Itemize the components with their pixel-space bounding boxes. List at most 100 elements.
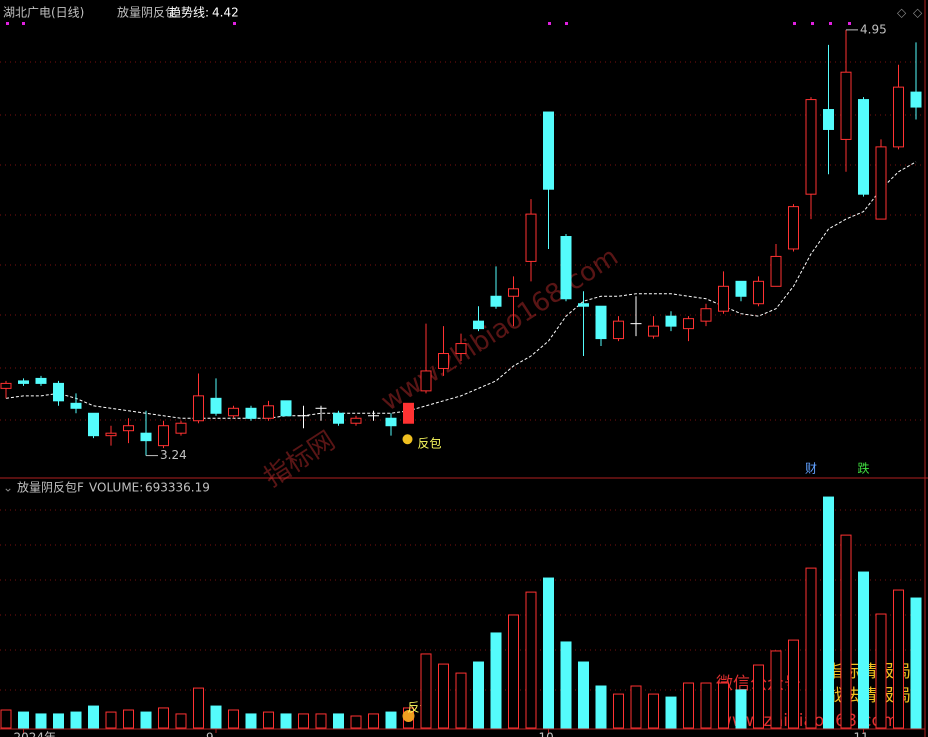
candle-body: [753, 280, 764, 305]
volume-bar: [263, 711, 274, 729]
volume-bar: [280, 713, 292, 729]
candle-body: [858, 99, 869, 195]
volume-bar: [490, 632, 502, 729]
volume-bar: [210, 705, 222, 729]
candle-body: [193, 395, 204, 422]
volume-bar: [53, 713, 64, 729]
volume-header: 放量阴反包F: [17, 480, 84, 495]
candle-body: [438, 353, 449, 369]
volume-bar: [595, 685, 607, 729]
marker-dot: [848, 22, 851, 25]
volume-bar: [193, 687, 204, 729]
marker-dot: [6, 22, 9, 25]
candle-body: [770, 255, 782, 287]
candle-body: [788, 206, 799, 250]
volume-bar: [35, 713, 47, 729]
volume-bar: [630, 685, 642, 729]
volume-bar: [840, 534, 852, 729]
candle-body: [350, 417, 362, 424]
trend-line: [5, 161, 917, 419]
signal-icon: [402, 710, 415, 722]
candle-body: [910, 91, 922, 108]
marker-dot: [548, 22, 551, 25]
volume-bar: [578, 661, 589, 729]
candle-body: [490, 295, 502, 307]
candle-body: [158, 425, 169, 447]
candle-body: [420, 370, 432, 392]
candle-body: [595, 305, 607, 340]
diamond-icon[interactable]: ◇: [913, 6, 923, 20]
volume-bar: [228, 709, 239, 729]
volume-bar: [648, 693, 659, 729]
decoration: [0, 22, 925, 691]
candle-body: [403, 402, 414, 424]
volume-bar: [858, 571, 869, 729]
volume-bar: [123, 709, 134, 729]
volume-bar: [140, 711, 152, 729]
candle-body: [263, 405, 274, 419]
marker-dot: [811, 22, 814, 25]
volume-bar: [298, 713, 309, 729]
volume-bar: [88, 705, 99, 729]
candle-body: [648, 325, 659, 337]
candle-body: [280, 400, 292, 417]
candle-body: [578, 303, 589, 307]
marker-dot: [829, 22, 832, 25]
volume-bar: [875, 613, 887, 729]
candle-body: [473, 320, 484, 330]
candle-body: [18, 380, 29, 384]
candle-body: [893, 86, 904, 148]
candle-body: [665, 315, 677, 327]
volume-value: 693336.19: [145, 481, 210, 495]
candle-body: [525, 213, 537, 262]
candle-body: [35, 377, 47, 384]
volume-bar: [543, 577, 554, 729]
candle-body: [840, 71, 852, 140]
chart-title: 湖北广电(日线): [3, 5, 84, 20]
volume-bar: [473, 661, 484, 729]
volume-bar: [420, 653, 432, 729]
volume-bar: [683, 682, 694, 729]
volume-bar: [245, 713, 257, 729]
candle-body: [228, 407, 239, 417]
volume-bar: [0, 709, 12, 729]
x-tick-label: 10: [539, 731, 554, 737]
candle-body: [385, 417, 397, 427]
candle-body: [508, 288, 519, 297]
volume-bar: [560, 641, 572, 729]
volume-bar: [665, 696, 677, 729]
volume-bar: [735, 689, 747, 729]
volume-bar: [910, 597, 922, 729]
x-tick-label: 2024年: [14, 731, 57, 737]
volume-bar: [753, 664, 764, 729]
volume-bar: [350, 715, 362, 729]
trend-value: 4.42: [212, 6, 239, 20]
volume-bar: [613, 693, 624, 729]
high-label: 4.95: [860, 22, 887, 36]
diamond-icon[interactable]: ◇: [897, 6, 907, 20]
tag-label: 财: [805, 462, 817, 476]
low-label: 3.24: [160, 448, 187, 462]
signal-icon: [402, 434, 413, 445]
candle-body: [333, 412, 344, 424]
volume-bar: [805, 567, 817, 729]
volume-bar: [333, 713, 344, 729]
volume-bar: [315, 713, 327, 729]
volume-bar: [718, 682, 729, 729]
candle-body: [683, 318, 694, 330]
volume-bar: [700, 682, 712, 729]
candle-body: [70, 402, 82, 409]
candle-body: [805, 99, 817, 195]
volume-bar: [368, 713, 379, 729]
volume-label: VOLUME:: [89, 481, 143, 495]
candle-body: [175, 422, 187, 434]
trend-label: 趋势线:: [169, 6, 209, 20]
candle-body: [735, 280, 747, 297]
candle-body: [53, 382, 64, 402]
collapse-icon[interactable]: ⌄: [3, 481, 13, 495]
candle-body: [455, 343, 467, 355]
candle-body: [245, 407, 257, 419]
candle-body: [105, 432, 117, 437]
